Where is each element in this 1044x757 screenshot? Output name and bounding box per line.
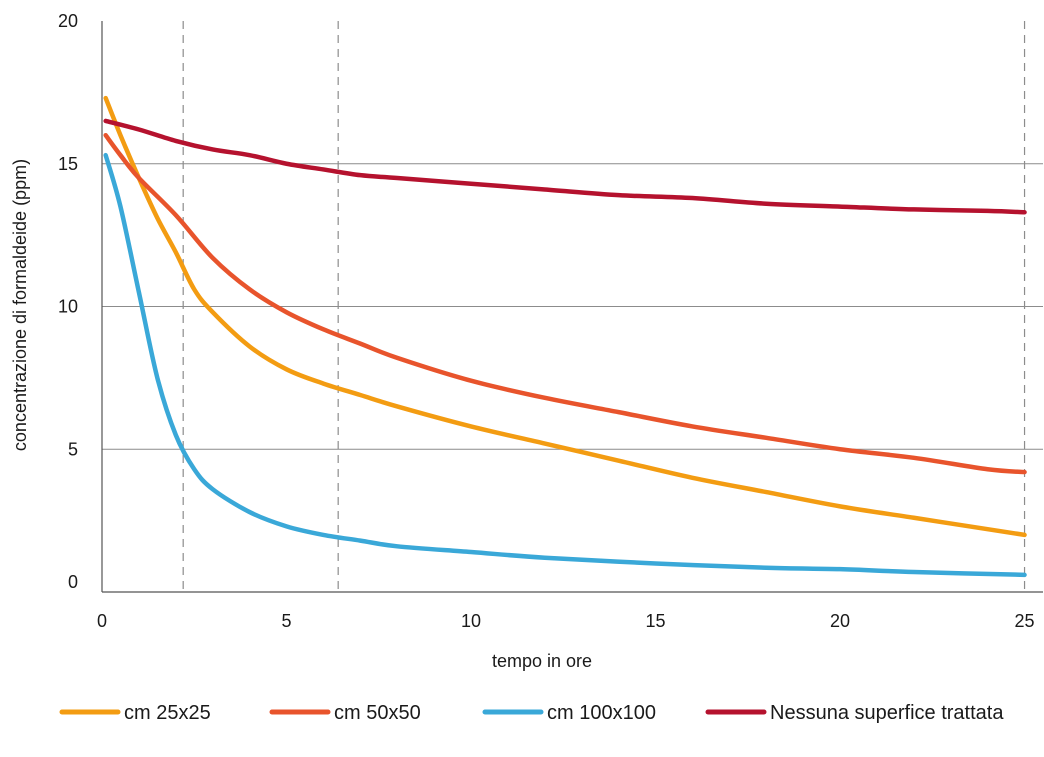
y-tick-label: 5 bbox=[68, 439, 78, 459]
tick-label-layer: 0 5 10 15 20 0 5 10 15 20 25 bbox=[58, 11, 1035, 631]
x-tick-label: 20 bbox=[830, 611, 850, 631]
legend-label: cm 100x100 bbox=[547, 702, 656, 724]
y-tick-label: 0 bbox=[68, 572, 78, 592]
series-line-4 bbox=[103, 118, 1027, 215]
series-line-3 bbox=[103, 152, 1027, 578]
y-tick-label: 20 bbox=[58, 11, 78, 31]
y-tick-label: 10 bbox=[58, 297, 78, 317]
series-line-1 bbox=[103, 95, 1027, 538]
y-axis-title: concentrazione di formaldeide (ppm) bbox=[10, 159, 30, 451]
x-tick-label: 25 bbox=[1015, 611, 1035, 631]
x-tick-label: 0 bbox=[97, 611, 107, 631]
legend: cm 25x25 cm 50x50 cm 100x100 Nessuna superf… bbox=[59, 702, 1004, 724]
y-tick-label: 15 bbox=[58, 154, 78, 174]
x-tick-label: 10 bbox=[461, 611, 481, 631]
series-layer bbox=[103, 95, 1027, 578]
x-axis-title: tempo in ore bbox=[492, 651, 592, 671]
legend-label: Nessuna superfice trattata bbox=[770, 702, 1004, 724]
legend-label: cm 50x50 bbox=[334, 702, 421, 724]
series-line-2 bbox=[103, 132, 1027, 475]
axis-layer bbox=[101, 21, 1043, 593]
x-tick-label: 15 bbox=[646, 611, 666, 631]
legend-label: cm 25x25 bbox=[124, 702, 211, 724]
x-tick-label: 5 bbox=[282, 611, 292, 631]
